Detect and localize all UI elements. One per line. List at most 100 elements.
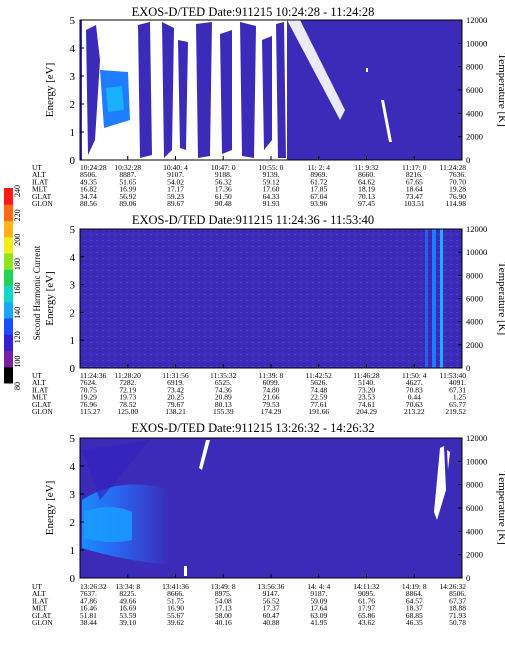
- table-cell: 70.75: [80, 385, 97, 394]
- y-tick-label: 0: [70, 573, 76, 585]
- y-right-tick-label: 12000: [466, 433, 487, 443]
- table-cell: 11:17: 0: [402, 163, 427, 172]
- table-cell: 65.86: [358, 611, 375, 620]
- table-cell: 93.96: [310, 199, 327, 208]
- colorbar-swatch: [4, 269, 13, 286]
- table-cell: 70.83: [406, 385, 423, 394]
- table-cell: 53.59: [119, 611, 136, 620]
- table-cell: 67.37: [449, 596, 466, 605]
- y-tick-label: 2: [70, 99, 76, 111]
- table-cell: 8969.: [310, 170, 327, 179]
- table-cell: 103.51: [404, 199, 425, 208]
- colorbar-label: Second Harmonic Current: [32, 245, 42, 340]
- table-cell: 19.28: [449, 185, 466, 194]
- table-cell: 9139.: [263, 170, 280, 179]
- panel-3-ephemeris-table: UT 13:26:32 13:34: 8 13:41:36 13:49: 8 13:56:…: [32, 574, 466, 627]
- y-right-tick-label: 10000: [466, 247, 487, 257]
- y-right-tick-label: 12000: [466, 15, 487, 25]
- table-cell: 7624.: [80, 378, 97, 387]
- table-cell: 70.13: [358, 192, 375, 201]
- table-cell: 16.99: [119, 185, 136, 194]
- y-right-tick-label: 8000: [466, 62, 483, 72]
- panel-2-title: EXOS-D/TED Date:911215 11:24:36 - 11:53:…: [132, 213, 374, 227]
- table-cell: 55.67: [167, 611, 184, 620]
- table-cell: 11:46:28: [353, 371, 380, 380]
- table-cell: 17.64: [310, 604, 327, 613]
- table-cell: 64.62: [358, 177, 375, 186]
- y-tick-label: 1: [70, 545, 76, 557]
- table-cell: 70.70: [449, 177, 466, 186]
- table-cell: 73.20: [358, 385, 375, 394]
- table-row-label: ILAT: [32, 385, 49, 394]
- y-right-tick-label: 4000: [466, 526, 483, 536]
- table-cell: 11: 9:32: [354, 163, 379, 172]
- table-row-label: ALT: [32, 378, 46, 387]
- y-axis-label: Energy [eV]: [44, 63, 56, 117]
- table-cell: 10:32:28: [114, 163, 141, 172]
- table-cell: 114.98: [446, 199, 467, 208]
- colorbar-tick-label: 180: [13, 258, 22, 270]
- table-cell: 7637.: [80, 589, 97, 598]
- colorbar-swatch: [4, 204, 13, 221]
- table-cell: 8216.: [406, 170, 423, 179]
- table-cell: 54.08: [215, 596, 232, 605]
- panel-3-speckle: [82, 440, 150, 500]
- y-tick-label: 4: [70, 461, 76, 473]
- table-cell: 64.57: [406, 596, 423, 605]
- table-row-label: GLAT: [32, 400, 52, 409]
- colorbar-tick-label: 220: [13, 209, 22, 221]
- table-cell: 11:35:32: [210, 371, 237, 380]
- y-tick-label: 0: [70, 363, 76, 375]
- table-cell: 70.63: [406, 400, 423, 409]
- table-cell: 11:42:52: [306, 371, 333, 380]
- table-cell: 17.37: [263, 604, 280, 613]
- table-cell: 8975.: [215, 589, 232, 598]
- table-cell: 34.74: [80, 192, 97, 201]
- table-row-label: ALT: [32, 170, 46, 179]
- table-row-label: UT: [32, 371, 42, 380]
- table-cell: 58.00: [215, 611, 232, 620]
- table-cell: 40.16: [215, 618, 232, 627]
- y-axis-label: Energy [eV]: [44, 271, 56, 325]
- table-cell: 18.37: [406, 604, 423, 613]
- table-cell: 76.96: [80, 400, 97, 409]
- colorbar-tick-label: 200: [13, 234, 22, 246]
- table-cell: 16.46: [80, 604, 97, 613]
- table-row-label: GLON: [32, 199, 53, 208]
- y-right-tick-label: 4000: [466, 317, 483, 327]
- table-cell: 10:24:28: [80, 163, 107, 172]
- y-right-tick-label: 0: [466, 573, 470, 583]
- table-cell: 59.23: [167, 192, 184, 201]
- table-row-label: UT: [32, 582, 42, 591]
- table-cell: 9187.: [310, 589, 327, 598]
- y-right-tick-label: 2000: [466, 132, 483, 142]
- table-cell: 20.89: [215, 393, 232, 402]
- table-row-label: GLON: [32, 407, 53, 416]
- table-cell: 17.97: [358, 604, 375, 613]
- table-cell: 11: 2: 4: [307, 163, 330, 172]
- table-cell: 9147.: [263, 589, 280, 598]
- table-cell: 56.32: [215, 177, 232, 186]
- table-cell: 13:49: 8: [211, 582, 236, 591]
- y-right-tick-label: 8000: [466, 480, 483, 490]
- table-cell: 22.59: [310, 393, 327, 402]
- table-cell: 5140.: [358, 378, 375, 387]
- table-cell: 5626.: [310, 378, 327, 387]
- table-cell: 39.62: [167, 618, 184, 627]
- table-cell: 97.45: [358, 199, 375, 208]
- table-cell: 17.17: [167, 185, 184, 194]
- table-cell: 77.61: [310, 400, 327, 409]
- y-right-tick-label: 12000: [466, 224, 487, 234]
- table-cell: 10:55: 0: [259, 163, 284, 172]
- y-right-tick-label: 6000: [466, 85, 483, 95]
- table-cell: 18.64: [406, 185, 423, 194]
- y-right-tick-label: 10000: [466, 456, 487, 466]
- panel-3-yticks-right: 0 2000 4000 6000 8000 10000 12000 Temperature […: [458, 433, 505, 583]
- table-cell: 67.04: [310, 192, 327, 201]
- table-cell: 14:26:32: [439, 582, 466, 591]
- table-cell: 51.75: [167, 596, 184, 605]
- y-right-tick-label: 0: [466, 363, 470, 373]
- panel-3-streak-1: [199, 440, 210, 470]
- table-cell: 10:47: 0: [211, 163, 236, 172]
- panel-2-yticks: 0 1 2 3 4 5 Energy [eV]: [44, 224, 84, 375]
